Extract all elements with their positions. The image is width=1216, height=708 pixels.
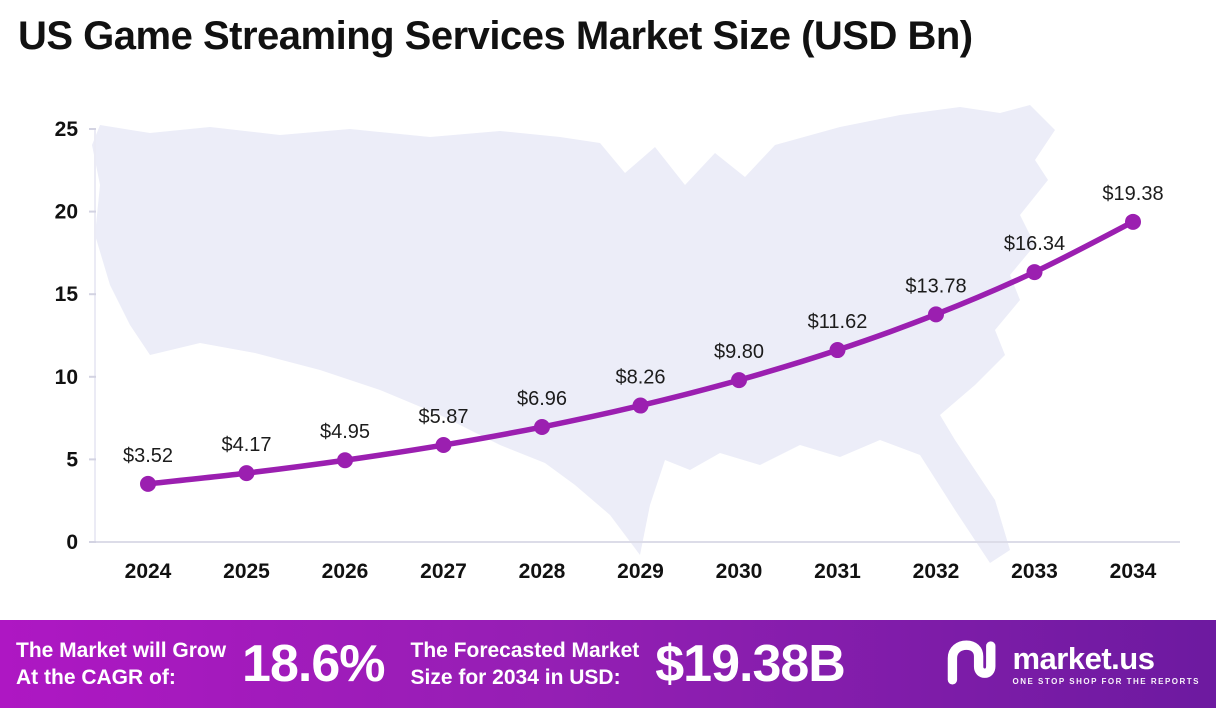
brand-name: market.us xyxy=(1012,640,1155,676)
y-axis-tick-label: 10 xyxy=(55,366,78,389)
x-axis-tick-label: 2027 xyxy=(420,560,467,583)
us-map-silhouette xyxy=(92,105,1055,563)
data-point-label: $13.78 xyxy=(905,275,966,297)
data-point-marker xyxy=(632,397,649,414)
y-axis-tick-label: 20 xyxy=(55,201,78,224)
data-point-marker xyxy=(731,372,747,389)
x-axis-tick-label: 2024 xyxy=(125,560,172,583)
x-axis-tick-label: 2025 xyxy=(223,560,270,583)
brand-text: market.us ONE STOP SHOP FOR THE REPORTS xyxy=(1012,643,1200,686)
forecast-label-line2: Size for 2034 in USD: xyxy=(410,666,621,689)
x-axis-tick-label: 2032 xyxy=(913,560,960,583)
data-point-marker xyxy=(337,452,353,469)
data-point-label: $3.52 xyxy=(123,445,173,467)
data-point-label: $19.38 xyxy=(1102,183,1163,205)
forecast-value: $19.38B xyxy=(655,635,846,693)
x-axis-tick-label: 2028 xyxy=(519,560,566,583)
data-point-marker xyxy=(928,306,944,323)
chart-area: 0 5 10 15 20 25 2024 2025 2026 2027 2028 2029 2030 20… xyxy=(0,85,1216,610)
data-point-marker xyxy=(435,437,452,454)
forecast-label: The Forecasted Market Size for 2034 in U… xyxy=(411,637,640,692)
data-point-marker xyxy=(238,465,255,482)
y-axis-tick-label: 5 xyxy=(66,448,78,471)
cagr-label-line1: The Market will Grow xyxy=(16,638,227,662)
data-point-marker xyxy=(829,342,846,359)
x-axis-tick-label: 2033 xyxy=(1011,560,1058,583)
x-axis-tick-label: 2030 xyxy=(716,560,763,583)
data-point-marker xyxy=(1125,213,1141,230)
y-axis-tick-label: 0 xyxy=(66,531,78,554)
stats-banner: The Market will Grow At the CAGR of: 18.… xyxy=(0,620,1216,708)
data-point-label: $5.87 xyxy=(418,406,468,428)
data-point-label: $8.26 xyxy=(615,367,665,389)
data-point-label: $11.62 xyxy=(808,311,868,333)
data-point-label: $9.80 xyxy=(714,341,764,363)
y-axis-tick-label: 25 xyxy=(55,118,79,141)
cagr-label-line2: At the CAGR of: xyxy=(16,666,176,689)
data-point-label: $4.17 xyxy=(221,434,271,456)
market-us-logo-icon xyxy=(944,638,1002,691)
cagr-value: 18.6% xyxy=(242,635,385,693)
data-point-marker xyxy=(1026,264,1043,281)
cagr-label: The Market will Grow At the CAGR of: xyxy=(16,637,226,692)
brand-tagline: ONE STOP SHOP FOR THE REPORTS xyxy=(1012,676,1200,686)
data-point-marker xyxy=(140,475,156,492)
x-axis-tick-label: 2034 xyxy=(1110,560,1157,583)
y-axis-tick-label: 15 xyxy=(55,283,79,306)
brand: market.us ONE STOP SHOP FOR THE REPORTS xyxy=(944,638,1200,691)
data-point-label: $4.95 xyxy=(320,421,370,443)
forecast-label-line1: The Forecasted Market xyxy=(410,638,640,662)
x-axis-tick-label: 2029 xyxy=(617,560,664,583)
data-point-label: $16.34 xyxy=(1004,233,1065,255)
chart-title: US Game Streaming Services Market Size (… xyxy=(18,14,973,58)
data-point-marker xyxy=(534,419,550,436)
x-axis-tick-label: 2031 xyxy=(814,560,861,583)
data-point-label: $6.96 xyxy=(517,388,567,410)
x-axis-tick-label: 2026 xyxy=(322,560,369,583)
